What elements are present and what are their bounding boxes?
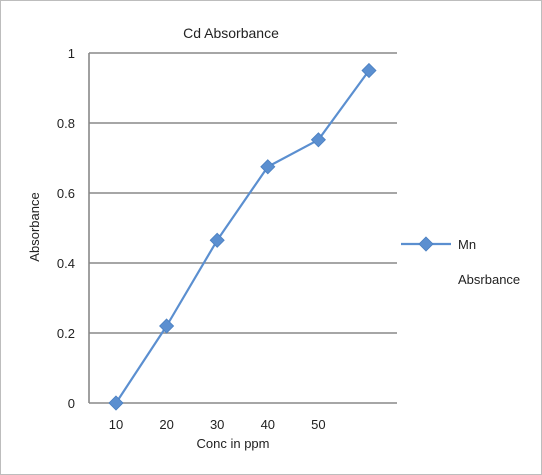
data-point-diamond (361, 62, 377, 79)
legend-label: Mn (458, 237, 476, 252)
data-point-diamond (108, 395, 124, 411)
y-tick-label: 0.6 (57, 186, 75, 201)
legend: Mn Absrbance (401, 236, 520, 287)
x-tick-label: 20 (159, 417, 173, 432)
x-tick-labels: 10 20 30 40 50 (109, 417, 326, 432)
data-point-diamond (260, 159, 276, 175)
data-point-diamond (209, 232, 225, 248)
x-tick-label: 10 (109, 417, 123, 432)
y-axis-label: Absorbance (27, 192, 42, 261)
x-tick-label: 50 (311, 417, 325, 432)
gridlines (88, 52, 397, 404)
x-tick-label: 40 (261, 417, 275, 432)
series-line (115, 69, 370, 404)
y-tick-label: 0 (68, 396, 75, 411)
y-tick-label: 0.8 (57, 116, 75, 131)
legend-label: Absrbance (458, 272, 520, 287)
y-tick-labels: 0 0.2 0.4 0.6 0.8 1 (57, 46, 75, 411)
y-tick-label: 0.4 (57, 256, 75, 271)
series-mn-absorbance (108, 62, 377, 411)
data-point-diamond (310, 132, 326, 148)
y-tick-label: 0.2 (57, 326, 75, 341)
x-tick-label: 30 (210, 417, 224, 432)
chart-title: Cd Absorbance (183, 25, 279, 41)
data-point-diamond (159, 318, 175, 334)
legend-marker-diamond (418, 236, 434, 252)
x-axis-label: Conc in ppm (197, 436, 270, 451)
y-tick-label: 1 (68, 46, 75, 61)
